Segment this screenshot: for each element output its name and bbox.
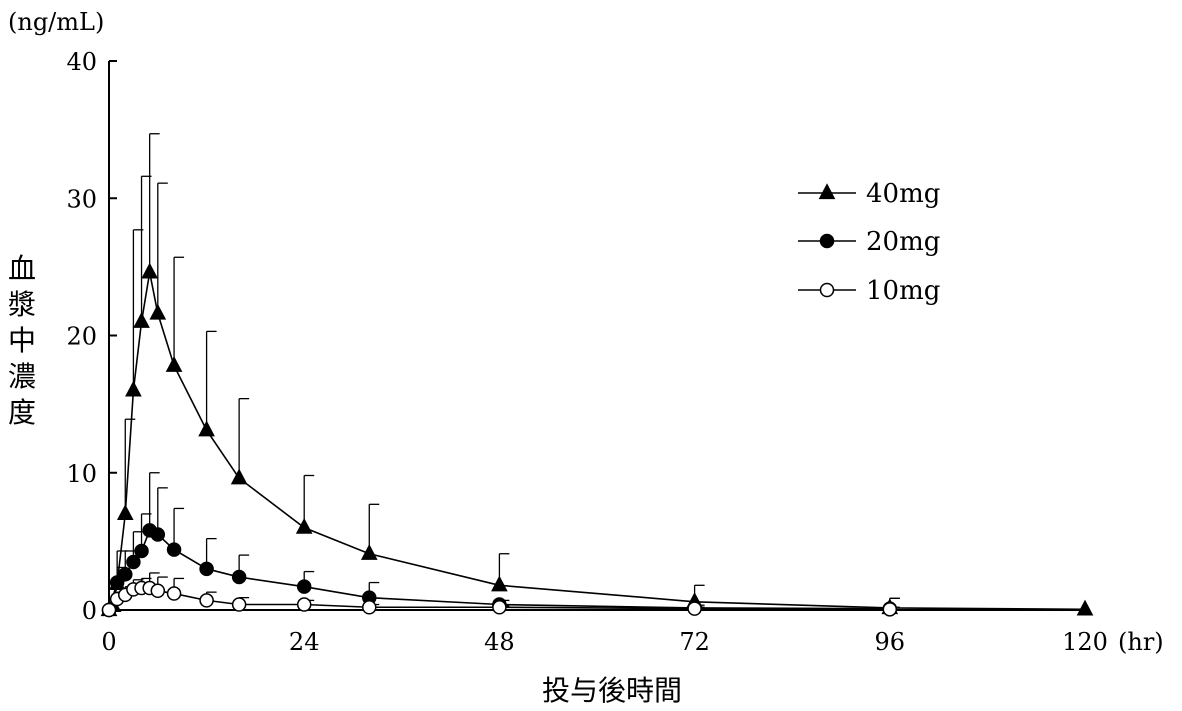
y-unit-label: (ng/mL) bbox=[8, 8, 104, 36]
data-point-10mg bbox=[150, 583, 166, 599]
x-axis-title: 投与後時間 bbox=[542, 674, 682, 707]
y-axis-title: 血漿中濃度 bbox=[8, 252, 36, 429]
data-point-40mg bbox=[165, 355, 183, 372]
legend-marker-10mg bbox=[819, 282, 835, 298]
x-tick-label: 120 bbox=[1062, 628, 1108, 656]
data-point-20mg bbox=[199, 561, 214, 577]
data-point-40mg bbox=[125, 380, 142, 397]
data-point-40mg bbox=[295, 517, 313, 534]
data-point-10mg bbox=[101, 602, 117, 618]
data-point-40mg bbox=[198, 420, 215, 437]
axes bbox=[108, 61, 1085, 611]
data-point-40mg bbox=[141, 262, 158, 279]
x-tick-label: 48 bbox=[484, 628, 515, 656]
series-lines bbox=[108, 272, 1086, 611]
y-tick-label: 30 bbox=[66, 185, 97, 213]
data-point-20mg bbox=[150, 527, 166, 542]
data-point-40mg bbox=[230, 468, 248, 485]
data-point-40mg bbox=[133, 312, 150, 328]
y-tick-label: 20 bbox=[66, 323, 97, 351]
data-point-10mg bbox=[199, 593, 214, 608]
series-line-40mg bbox=[108, 272, 1086, 611]
data-point-20mg bbox=[231, 569, 247, 585]
data-point-40mg bbox=[149, 303, 167, 320]
data-point-40mg bbox=[1076, 599, 1094, 616]
data-point-40mg bbox=[491, 575, 508, 592]
series-markers bbox=[100, 262, 1094, 618]
data-point-40mg bbox=[360, 544, 378, 560]
data-point-10mg bbox=[492, 600, 507, 615]
legend-label-10mg: 10mg bbox=[866, 276, 940, 306]
data-point-10mg bbox=[882, 602, 898, 617]
legend-marker-20mg bbox=[819, 233, 835, 249]
data-point-20mg bbox=[296, 579, 312, 594]
data-point-10mg bbox=[231, 597, 247, 612]
ticks: 0 10 20 30 40 0 24 48 72 96 120 bbox=[66, 48, 1107, 656]
data-point-20mg bbox=[118, 567, 133, 582]
x-tick-label: 96 bbox=[875, 628, 906, 656]
x-tick-label: 24 bbox=[289, 628, 320, 656]
data-point-10mg bbox=[362, 600, 377, 615]
data-point-20mg bbox=[126, 554, 141, 570]
x-tick-label: 72 bbox=[679, 628, 710, 656]
error-bars bbox=[112, 133, 900, 610]
legend-label-40mg: 40mg bbox=[866, 179, 940, 209]
data-point-20mg bbox=[134, 543, 149, 559]
y-tick-label: 10 bbox=[66, 460, 97, 488]
data-point-10mg bbox=[687, 601, 702, 616]
data-point-10mg bbox=[166, 586, 182, 601]
data-point-10mg bbox=[296, 597, 312, 612]
legend: 40mg 20mg 10mg bbox=[798, 179, 940, 306]
y-tick-label: 0 bbox=[82, 597, 97, 625]
y-tick-label: 40 bbox=[66, 48, 97, 76]
x-unit-label: (hr) bbox=[1118, 628, 1164, 656]
legend-label-20mg: 20mg bbox=[866, 227, 940, 257]
data-point-20mg bbox=[166, 542, 182, 557]
x-tick-label: 0 bbox=[101, 628, 116, 656]
data-point-40mg bbox=[116, 504, 134, 521]
legend-marker-40mg bbox=[818, 183, 836, 200]
